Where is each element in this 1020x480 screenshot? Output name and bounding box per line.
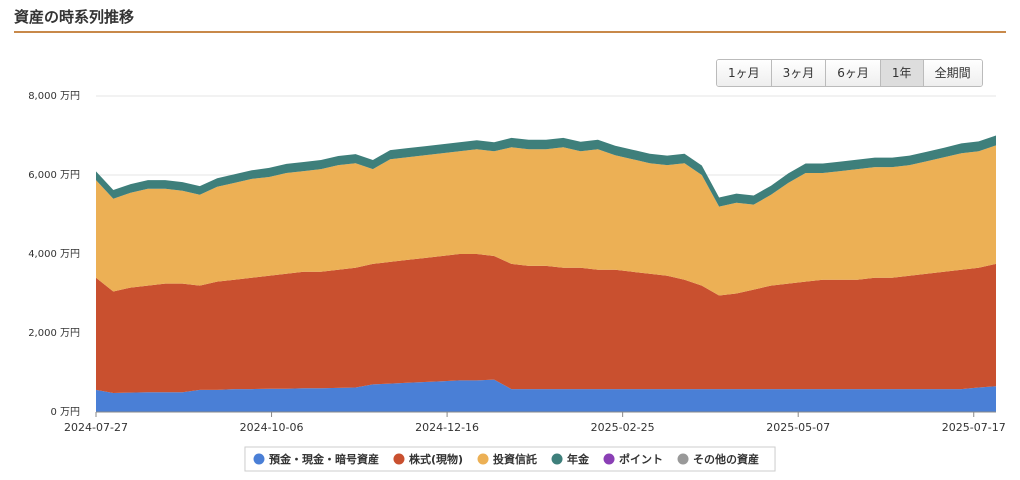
y-tick-label: 2,000 万円	[28, 328, 80, 339]
y-tick-label: 8,000 万円	[28, 91, 80, 102]
legend-label: ポイント	[619, 452, 663, 466]
x-tick-label: 2025-05-07	[766, 421, 830, 434]
legend-label: 投資信託	[493, 452, 537, 466]
legend-label: 株式(現物)	[409, 452, 463, 466]
range-button[interactable]: 全期間	[922, 60, 982, 86]
x-tick-label: 2024-10-06	[240, 421, 304, 434]
x-tick-label: 2025-02-25	[591, 421, 655, 434]
range-button[interactable]: 1年	[879, 60, 923, 86]
y-tick-label: 6,000 万円	[28, 170, 80, 181]
title-underline	[14, 31, 1006, 33]
area-series	[96, 135, 996, 207]
x-tick-label: 2024-07-27	[64, 421, 128, 434]
area-series	[96, 145, 996, 296]
legend-marker	[477, 453, 489, 465]
area-series	[96, 379, 996, 412]
legend-marker	[677, 453, 689, 465]
legend-label: 預金・現金・暗号資産	[269, 452, 379, 466]
legend: 預金・現金・暗号資産 株式(現物) 投資信託 年金 ポイント その他の資産	[244, 446, 776, 472]
legend-marker	[551, 453, 563, 465]
range-button[interactable]: 3ヶ月	[770, 60, 826, 86]
range-button[interactable]: 1ヶ月	[717, 60, 771, 86]
legend-label: その他の資産	[693, 452, 759, 466]
y-tick-label: 0 万円	[50, 407, 80, 418]
legend-marker	[253, 453, 265, 465]
legend-marker	[603, 453, 615, 465]
range-buttons: 1ヶ月 3ヶ月 6ヶ月 1年 全期間	[716, 59, 983, 87]
range-button[interactable]: 6ヶ月	[825, 60, 880, 86]
area-series	[96, 254, 996, 393]
legend-label: 年金	[567, 452, 590, 466]
x-tick-label: 2024-12-16	[415, 421, 479, 434]
y-tick-label: 4,000 万円	[28, 249, 80, 260]
page-title: 資産の時系列推移	[14, 8, 135, 26]
legend-marker	[393, 453, 405, 465]
x-tick-label: 2025-07-17	[942, 421, 1006, 434]
